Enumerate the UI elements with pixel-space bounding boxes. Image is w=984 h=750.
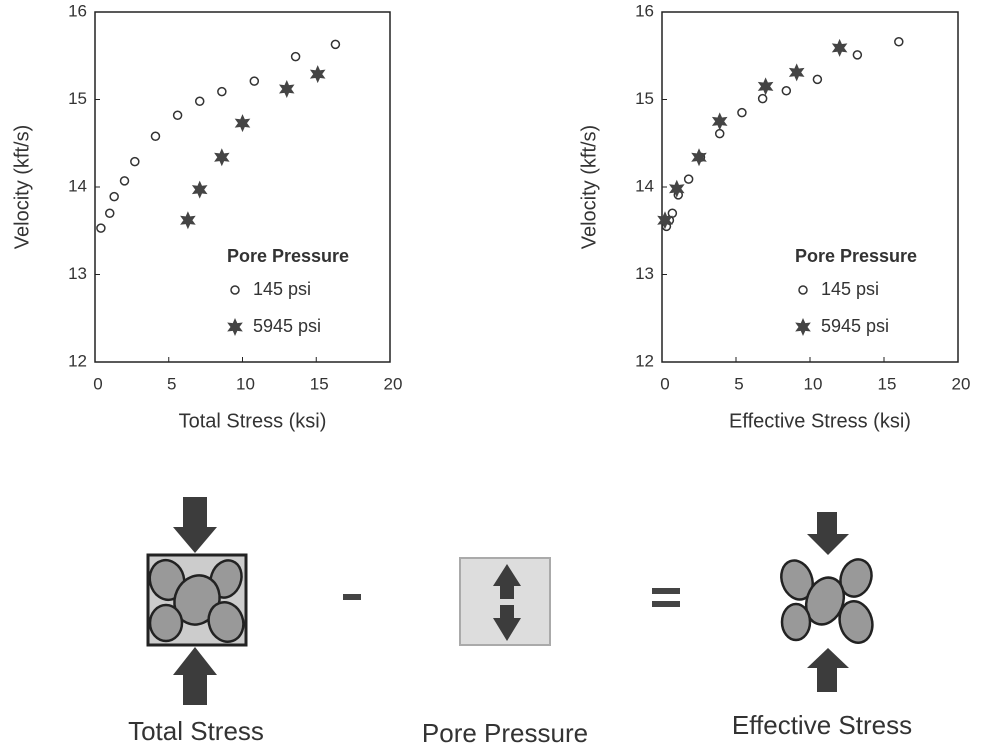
- y-axis-label: Velocity (kft/s): [11, 125, 33, 249]
- plot-frame: [94, 11, 391, 363]
- star-marker: [691, 148, 707, 167]
- x-tick-label: 5: [734, 374, 743, 393]
- y-tick-label: 14: [68, 176, 87, 195]
- circle-marker: [667, 208, 678, 218]
- circle-marker: [737, 107, 747, 118]
- star-marker: [788, 63, 805, 82]
- equals-sign: [652, 601, 680, 607]
- star-marker: [180, 211, 196, 230]
- star-marker: [831, 38, 848, 57]
- legend-title: Pore Pressure: [227, 246, 349, 266]
- y-tick-label: 13: [635, 264, 654, 283]
- x-axis-label: Total Stress (ksi): [179, 410, 327, 432]
- circle-marker: [714, 128, 725, 139]
- legend-marker: [798, 285, 808, 295]
- grain: [148, 603, 184, 643]
- x-tick-label: 10: [236, 374, 255, 393]
- star-marker: [757, 77, 774, 96]
- equals-sign: [652, 588, 680, 594]
- grain: [780, 559, 814, 601]
- legend-marker: [230, 285, 240, 295]
- diagram: Total Stress Pore Pressure Effective Str…: [128, 497, 912, 748]
- circle-marker: [217, 86, 227, 97]
- circle-marker: [757, 93, 768, 104]
- star-marker: [214, 148, 230, 167]
- diagram-label: Pore Pressure: [422, 718, 588, 748]
- circle-marker: [852, 50, 863, 60]
- y-tick-label: 13: [68, 264, 87, 283]
- circle-marker: [194, 96, 205, 106]
- grain: [838, 600, 874, 644]
- y-tick-label: 12: [68, 351, 87, 370]
- star-marker: [309, 65, 326, 84]
- y-tick-label: 12: [635, 351, 654, 370]
- x-tick-label: 0: [660, 374, 669, 393]
- star-marker: [279, 80, 295, 98]
- star-marker: [657, 211, 673, 230]
- arrow: [493, 564, 521, 586]
- arrow: [493, 618, 521, 641]
- star-marker: [191, 180, 208, 199]
- circle-marker: [683, 174, 694, 184]
- diagram-label: Total Stress: [128, 716, 264, 746]
- circle-marker: [109, 191, 119, 202]
- star-marker: [234, 114, 251, 133]
- arrow: [817, 512, 837, 534]
- legend-label: 5945 psi: [253, 316, 321, 336]
- x-tick-label: 20: [952, 374, 971, 393]
- circle-marker: [96, 223, 106, 233]
- circle-marker: [105, 208, 115, 218]
- plot-frame: [661, 11, 959, 363]
- legend-label: 145 psi: [821, 279, 879, 299]
- x-tick-label: 10: [804, 374, 823, 393]
- grain: [839, 558, 873, 598]
- arrow: [817, 668, 837, 692]
- x-tick-label: 15: [310, 374, 329, 393]
- arrow: [807, 648, 849, 668]
- y-tick-label: 16: [68, 1, 87, 20]
- circle-marker: [894, 37, 904, 47]
- legend-label: 145 psi: [253, 279, 311, 299]
- circle-marker: [812, 74, 823, 85]
- legend-marker: [227, 318, 243, 336]
- minus-sign: [343, 594, 361, 600]
- star-marker: [669, 179, 685, 198]
- x-tick-label: 15: [878, 374, 897, 393]
- star-marker: [711, 112, 728, 131]
- circle-marker: [330, 39, 341, 50]
- arrow: [183, 497, 207, 527]
- circle-marker: [249, 76, 260, 86]
- x-tick-label: 5: [167, 374, 176, 393]
- y-tick-label: 16: [635, 1, 654, 20]
- arrow: [173, 647, 217, 675]
- y-tick-label: 14: [635, 176, 654, 195]
- diagram-label: Effective Stress: [732, 710, 912, 740]
- y-tick-label: 15: [635, 89, 654, 108]
- circle-marker: [290, 51, 301, 62]
- y-tick-label: 15: [68, 89, 87, 108]
- legend-label: 5945 psi: [821, 316, 889, 336]
- circle-marker: [130, 156, 140, 167]
- legend-title: Pore Pressure: [795, 246, 917, 266]
- circle-marker: [172, 110, 183, 120]
- arrow: [807, 534, 849, 555]
- arrow: [173, 527, 217, 553]
- x-tick-label: 0: [93, 374, 102, 393]
- circle-marker: [119, 176, 130, 186]
- grain: [780, 602, 812, 642]
- arrow: [183, 675, 207, 705]
- circle-marker: [150, 131, 161, 141]
- arrow: [500, 585, 514, 599]
- circle-marker: [781, 86, 792, 96]
- arrow: [500, 605, 514, 619]
- grain: [207, 601, 245, 643]
- legend-marker: [795, 318, 811, 336]
- x-tick-label: 20: [384, 374, 403, 393]
- x-axis-label: Effective Stress (ksi): [729, 410, 911, 432]
- grain: [148, 558, 186, 602]
- y-axis-label: Velocity (kft/s): [578, 125, 600, 249]
